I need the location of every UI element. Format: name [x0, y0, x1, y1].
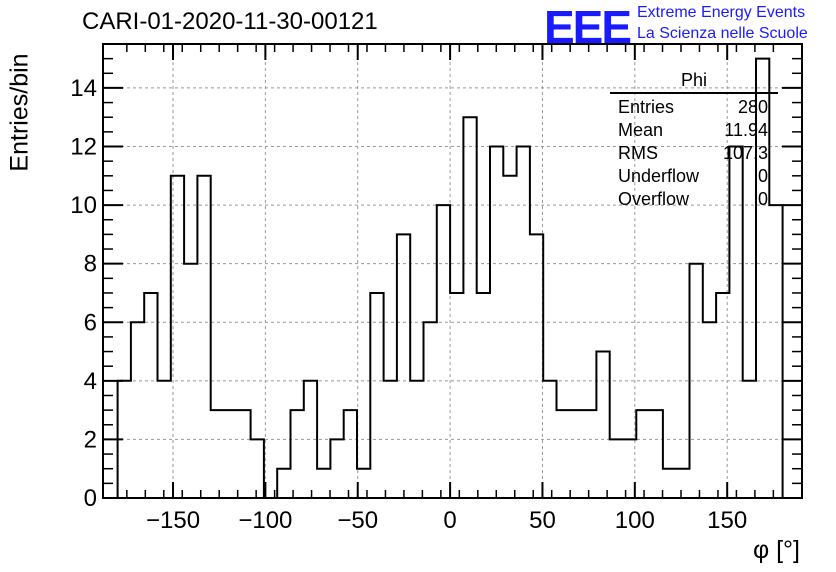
histogram-bin [463, 117, 476, 498]
histogram-bin [291, 410, 304, 498]
stats-row: Overflow 0 [610, 189, 778, 212]
y-axis-label: Entries/bin [5, 53, 34, 172]
stats-box: Phi Entries 280 Mean 11.94 RMS 107.3 Underf… [610, 70, 778, 212]
stats-title: Phi [610, 70, 778, 94]
histogram-bin [477, 293, 490, 498]
histogram-bin [703, 322, 716, 498]
x-tick-label: 100 [615, 507, 655, 534]
histogram-bin [716, 293, 729, 498]
x-tick-label: −50 [337, 507, 378, 534]
x-tick-label: −150 [146, 507, 200, 534]
eee-logo: EEE [544, 1, 632, 53]
histogram-bin [237, 410, 250, 498]
histogram-bin [570, 410, 583, 498]
histogram-bin [636, 410, 649, 498]
histogram-bin [224, 410, 237, 498]
histogram-bin [330, 439, 343, 498]
histogram-line [116, 57, 784, 499]
histogram-bin [530, 234, 543, 498]
histogram-bin [557, 410, 570, 498]
x-tick-label: −100 [238, 507, 292, 534]
stats-label: Entries [618, 97, 675, 117]
histogram-bin [317, 469, 330, 498]
histogram-bin [197, 176, 210, 498]
histogram-bin [370, 293, 383, 498]
chart-title: CARI-01-2020-11-30-00121 [82, 8, 378, 35]
histogram-bin [596, 352, 609, 498]
histogram-bin [397, 234, 410, 498]
stats-value: 280 [737, 97, 768, 117]
stats-label: Underflow [618, 166, 700, 186]
histogram-bin [503, 176, 516, 498]
histogram-bin [583, 410, 596, 498]
y-tick-label: 4 [84, 368, 97, 395]
logo-line-2: La Scienza nelle Scuole [637, 25, 808, 42]
y-tick-label: 0 [84, 485, 97, 512]
stats-label: Overflow [618, 189, 690, 209]
histogram-bin [277, 469, 290, 498]
y-tick-label: 10 [70, 192, 97, 219]
y-tick-label: 6 [84, 309, 97, 336]
histogram-bin [131, 322, 144, 498]
stats-value: 11.94 [724, 120, 768, 140]
histogram-bin [769, 205, 782, 498]
histogram-bin [437, 205, 450, 498]
histogram-bin [344, 410, 357, 498]
logo-line-1: Extreme Energy Events [637, 4, 806, 21]
histogram-bin [424, 322, 437, 498]
stats-value: 0 [757, 189, 768, 209]
y-tick-label: 8 [84, 251, 97, 278]
stats-row: Mean 11.94 [610, 120, 778, 143]
stats-row: RMS 107.3 [610, 143, 778, 166]
y-tick-label: 2 [84, 426, 97, 453]
x-tick-label: 50 [529, 507, 556, 534]
y-tick-label: 12 [70, 134, 97, 161]
stats-label: Mean [618, 120, 664, 140]
histogram-bin [357, 469, 370, 498]
stats-label: RMS [618, 143, 658, 163]
stats-value: 0 [757, 166, 768, 186]
histogram-bin [743, 381, 756, 498]
stats-row: Entries 280 [610, 97, 778, 120]
stats-row: Underflow 0 [610, 166, 778, 189]
plot-frame [102, 43, 803, 499]
histogram-bin [450, 293, 463, 498]
histogram-bin [663, 469, 676, 498]
x-tick-label: 0 [443, 507, 456, 534]
histogram-bin [144, 293, 157, 498]
histogram-bin [211, 410, 224, 498]
histogram-bin [676, 469, 689, 498]
x-tick-label: 150 [707, 507, 747, 534]
histogram-bin [610, 439, 623, 498]
y-tick-label: 14 [70, 75, 97, 102]
histogram-bin [650, 410, 663, 498]
x-axis-label: φ [°] [752, 536, 800, 564]
stats-value: 107.3 [722, 143, 768, 163]
histogram-bin [251, 439, 264, 498]
